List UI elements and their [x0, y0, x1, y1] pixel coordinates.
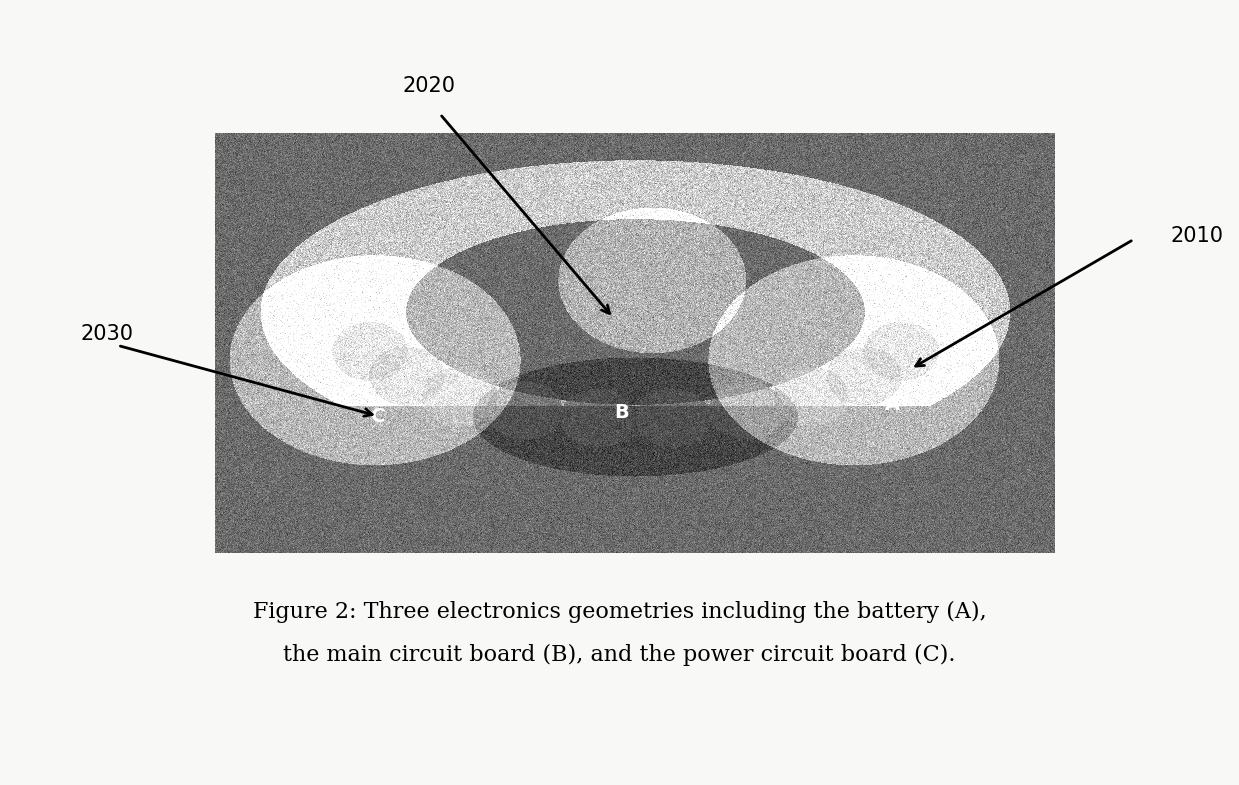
Text: B: B: [615, 403, 629, 422]
Text: the main circuit board (B), and the power circuit board (C).: the main circuit board (B), and the powe…: [284, 644, 955, 666]
Text: C: C: [370, 407, 385, 425]
Text: Figure 2: Three electronics geometries including the battery (A),: Figure 2: Three electronics geometries i…: [253, 601, 986, 623]
Text: A: A: [885, 395, 900, 414]
Text: 2010: 2010: [1171, 225, 1224, 246]
Text: 2020: 2020: [403, 76, 456, 97]
Text: 2030: 2030: [81, 323, 134, 344]
